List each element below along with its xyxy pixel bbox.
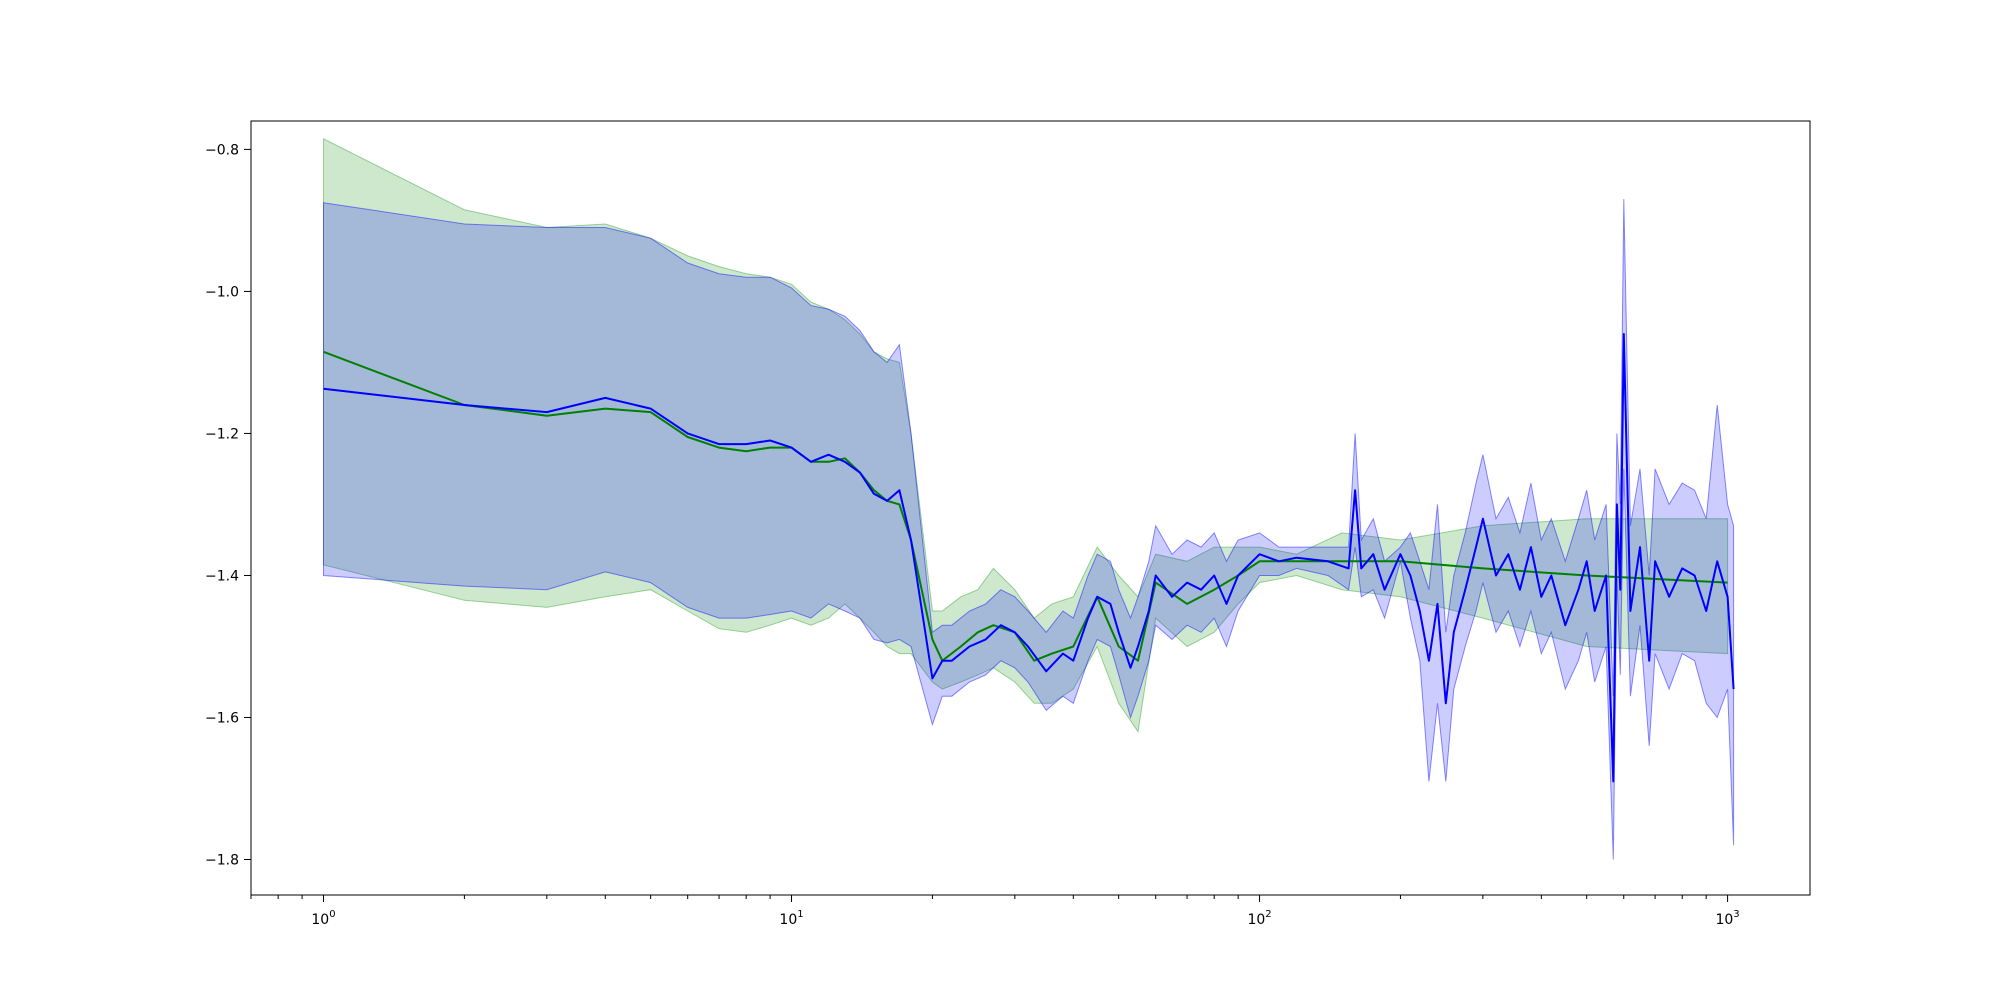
x-tick-label: 101 bbox=[779, 909, 803, 928]
y-tick-label: −1.2 bbox=[205, 426, 239, 442]
plot-area bbox=[323, 137, 1735, 860]
axes-frame bbox=[250, 120, 1811, 896]
series-line-2 bbox=[323, 333, 1735, 783]
y-tick-label: −1.4 bbox=[205, 568, 239, 584]
y-axis: −0.8 −1.0 −1.2 −1.4 −1.6 −1.8 bbox=[205, 142, 251, 868]
confidence-band-1 bbox=[323, 137, 1729, 734]
y-tick-label: −1.0 bbox=[205, 284, 239, 300]
y-tick-label: −1.8 bbox=[205, 852, 239, 868]
x-tick-label: 100 bbox=[311, 909, 335, 928]
y-tick-label: −0.8 bbox=[205, 142, 239, 158]
series-lines bbox=[323, 333, 1735, 783]
x-axis: 100 101 102 103 bbox=[250, 895, 1740, 928]
confidence-band-2 bbox=[323, 199, 1735, 860]
y-tick-label: −1.6 bbox=[205, 710, 239, 726]
confidence-bands bbox=[323, 137, 1735, 860]
x-tick-label: 102 bbox=[1247, 909, 1271, 928]
series-line-1 bbox=[323, 350, 1728, 662]
x-tick-label: 103 bbox=[1715, 909, 1739, 928]
